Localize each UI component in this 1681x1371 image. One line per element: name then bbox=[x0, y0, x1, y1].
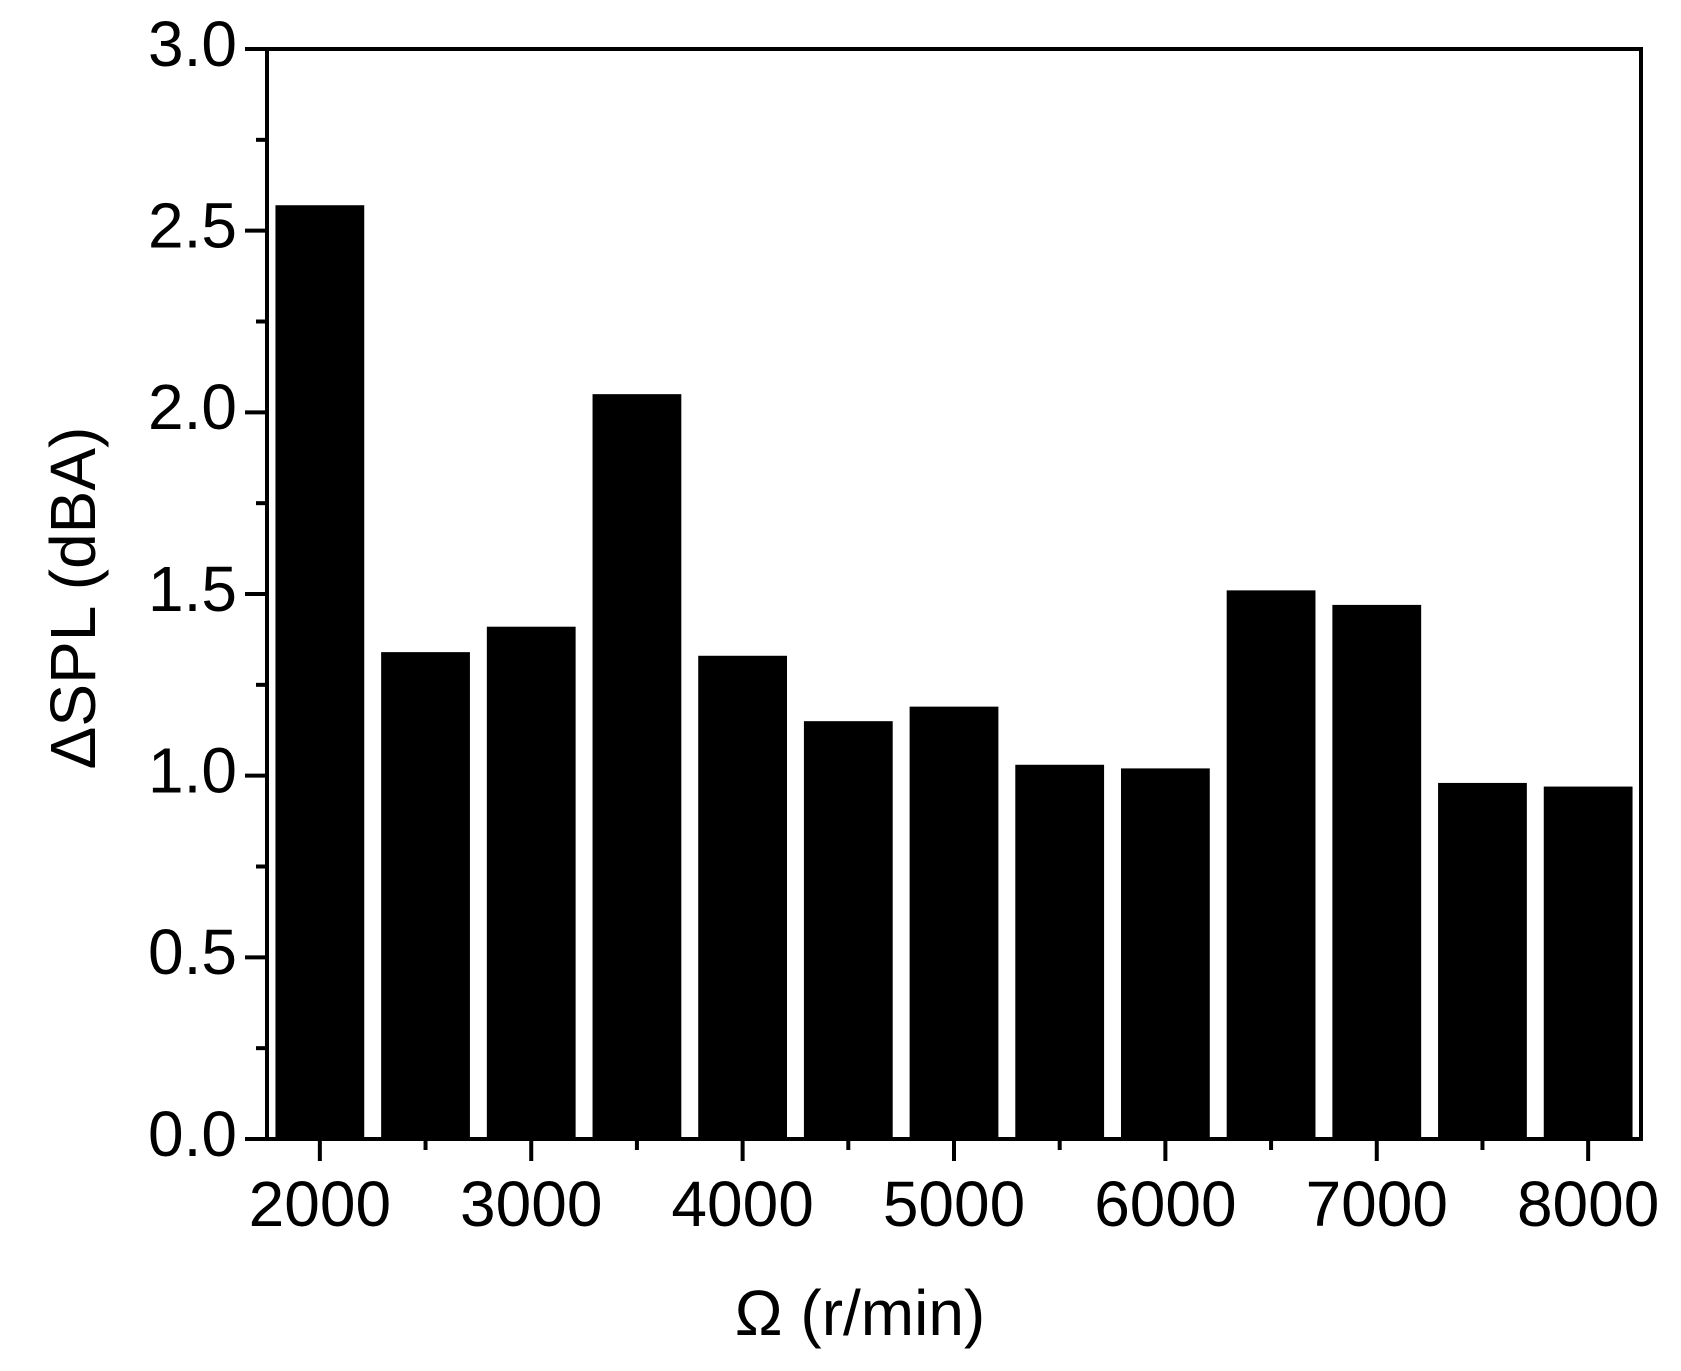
x-tick-label: 5000 bbox=[883, 1168, 1025, 1240]
bar bbox=[1543, 786, 1633, 1139]
y-tick-label: 0.0 bbox=[148, 1098, 237, 1170]
x-tick-label: 6000 bbox=[1094, 1168, 1236, 1240]
x-axis-label: Ω (r/min) bbox=[735, 1277, 985, 1349]
y-tick-label: 1.5 bbox=[148, 553, 237, 625]
bar bbox=[275, 205, 365, 1139]
y-tick-label: 0.5 bbox=[148, 916, 237, 988]
bar bbox=[1332, 604, 1422, 1139]
y-tick-label: 3.0 bbox=[148, 8, 237, 80]
bar bbox=[486, 626, 576, 1139]
x-tick-label: 8000 bbox=[1517, 1168, 1659, 1240]
bar bbox=[803, 721, 893, 1139]
x-tick-label: 7000 bbox=[1306, 1168, 1448, 1240]
bar bbox=[1015, 764, 1105, 1139]
bar bbox=[698, 655, 788, 1139]
bar bbox=[381, 652, 470, 1139]
bar bbox=[592, 394, 682, 1140]
y-axis-label: ΔSPL (dBA) bbox=[37, 427, 109, 770]
y-tick-label: 1.0 bbox=[148, 735, 237, 807]
bar bbox=[1226, 590, 1316, 1139]
bar bbox=[1120, 768, 1210, 1139]
x-tick-label: 4000 bbox=[671, 1168, 813, 1240]
y-tick-label: 2.0 bbox=[148, 371, 237, 443]
y-tick-label: 2.5 bbox=[148, 190, 237, 262]
x-tick-label: 3000 bbox=[460, 1168, 602, 1240]
x-tick-label: 2000 bbox=[249, 1168, 391, 1240]
bar bbox=[909, 706, 999, 1139]
bar bbox=[1438, 782, 1527, 1139]
